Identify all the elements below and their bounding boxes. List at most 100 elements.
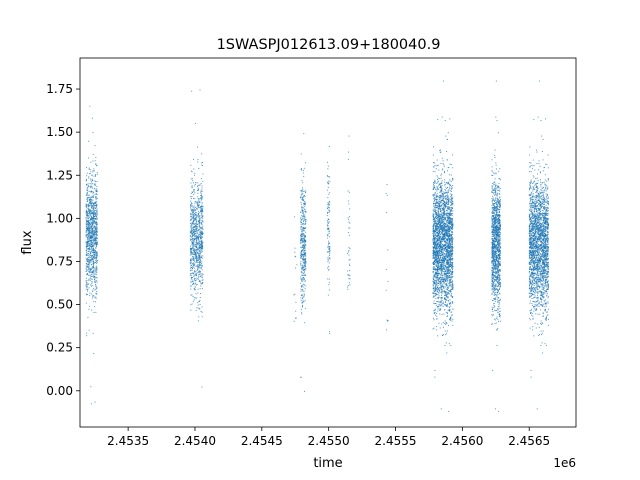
data-point — [191, 232, 193, 234]
data-point — [192, 214, 194, 216]
data-point — [438, 198, 440, 200]
data-point — [200, 285, 202, 287]
data-point — [433, 268, 435, 270]
data-point — [450, 295, 452, 297]
data-point — [200, 265, 202, 267]
data-point — [95, 191, 97, 193]
data-point — [434, 217, 436, 219]
data-point — [194, 174, 195, 176]
data-point — [437, 258, 439, 260]
data-point — [198, 198, 200, 200]
data-point — [193, 217, 195, 219]
data-point — [94, 273, 96, 275]
data-point — [328, 207, 330, 209]
data-point — [441, 323, 443, 325]
data-point — [94, 257, 96, 259]
data-point — [437, 282, 439, 284]
data-point — [445, 195, 447, 197]
data-point — [201, 236, 203, 238]
data-point — [193, 207, 195, 209]
data-point — [446, 195, 448, 197]
data-point — [435, 256, 437, 258]
data-point — [193, 189, 195, 191]
data-point — [301, 289, 303, 291]
data-point — [445, 342, 447, 344]
data-point — [434, 244, 436, 246]
data-point — [385, 289, 387, 291]
data-point — [87, 316, 89, 318]
data-point — [445, 294, 447, 296]
data-point — [192, 257, 194, 259]
data-point — [90, 196, 92, 198]
data-point — [198, 248, 200, 250]
data-point — [85, 250, 87, 252]
data-point — [201, 311, 203, 313]
data-point — [96, 239, 98, 241]
data-point — [303, 301, 305, 303]
data-point — [440, 149, 442, 151]
data-point — [450, 248, 452, 250]
data-point — [194, 248, 196, 250]
data-point — [434, 269, 436, 271]
data-point — [95, 266, 97, 268]
data-point — [444, 266, 446, 268]
data-point — [303, 167, 305, 169]
data-point — [90, 256, 92, 258]
data-point — [440, 254, 442, 256]
data-point — [94, 253, 96, 255]
data-point — [91, 211, 93, 213]
data-point — [444, 205, 446, 207]
data-point — [303, 169, 305, 171]
data-point — [197, 304, 199, 306]
data-point — [438, 185, 440, 187]
data-point — [191, 210, 193, 212]
data-point — [198, 229, 200, 231]
data-point — [91, 236, 93, 238]
data-point — [92, 217, 94, 219]
data-point — [326, 175, 328, 177]
data-point — [91, 218, 93, 220]
data-point — [438, 256, 440, 258]
data-point — [199, 265, 201, 267]
data-point — [446, 196, 448, 198]
data-point — [432, 246, 434, 248]
data-point — [191, 264, 193, 266]
data-point — [440, 213, 442, 215]
data-point — [446, 225, 448, 227]
data-point — [303, 262, 305, 264]
data-point — [195, 221, 197, 223]
data-point — [327, 234, 329, 236]
data-point — [436, 251, 438, 253]
data-point — [88, 168, 90, 170]
data-point — [441, 218, 443, 220]
data-point — [450, 317, 452, 319]
data-point — [91, 259, 93, 261]
data-point — [303, 270, 305, 272]
data-point — [190, 304, 192, 306]
data-point — [300, 220, 302, 222]
data-point — [95, 288, 97, 290]
data-point — [90, 186, 92, 188]
data-point — [197, 307, 199, 309]
data-point — [328, 269, 330, 271]
data-point — [327, 165, 329, 167]
data-point — [439, 234, 441, 236]
data-point — [438, 290, 440, 292]
data-point — [448, 272, 450, 274]
data-point — [437, 236, 439, 238]
data-point — [449, 260, 451, 262]
data-point — [443, 287, 445, 289]
data-point — [443, 164, 445, 166]
data-point — [303, 278, 305, 280]
data-point — [190, 230, 192, 232]
data-point — [439, 267, 441, 269]
data-point — [302, 234, 304, 236]
data-point — [442, 238, 444, 240]
data-point — [202, 206, 204, 208]
data-point — [295, 310, 297, 312]
data-point — [191, 213, 193, 215]
data-point — [194, 273, 196, 275]
data-point — [88, 237, 90, 239]
data-point — [201, 257, 203, 259]
data-point — [86, 265, 88, 267]
